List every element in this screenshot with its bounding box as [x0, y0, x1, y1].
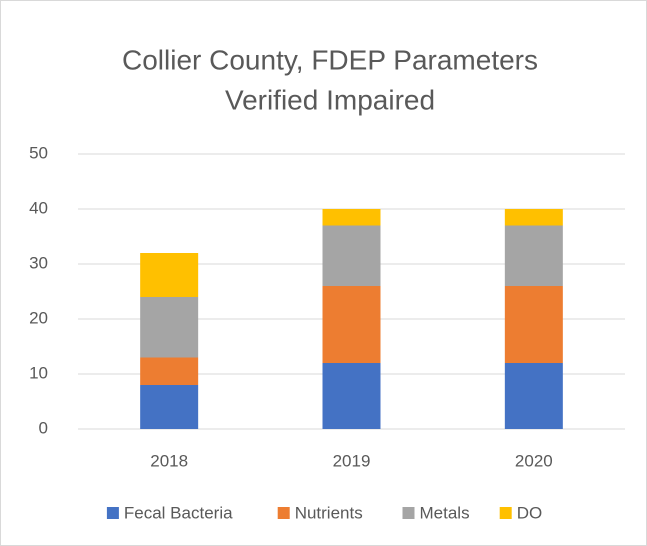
bar-segment — [140, 253, 199, 297]
y-tick-label: 0 — [39, 418, 48, 437]
y-tick-label: 40 — [29, 198, 48, 217]
x-tick-label: 2018 — [150, 451, 188, 470]
legend-swatch — [106, 507, 119, 519]
chart-title: Collier County, FDEP Parameters — [122, 44, 538, 75]
bar-segment — [504, 225, 563, 286]
bar-segment — [322, 286, 381, 363]
bar-segment — [140, 357, 199, 385]
x-tick-label: 2020 — [515, 451, 553, 470]
bar-segment — [322, 363, 381, 429]
y-tick-label: 30 — [29, 253, 48, 272]
bar-segment — [140, 297, 199, 358]
legend-label: Metals — [420, 503, 470, 522]
chart-title: Verified Impaired — [225, 84, 435, 115]
x-tick-label: 2019 — [333, 451, 371, 470]
y-tick-label: 20 — [29, 308, 48, 327]
legend-swatch — [277, 507, 290, 519]
bar-segment — [140, 385, 199, 429]
legend-label: DO — [517, 503, 543, 522]
y-tick-label: 10 — [29, 363, 48, 382]
legend-label: Nutrients — [295, 503, 363, 522]
legend-label: Fecal Bacteria — [124, 503, 233, 522]
legend-swatch — [402, 507, 415, 519]
bar-segment — [504, 286, 563, 363]
bar-segment — [504, 363, 563, 429]
y-tick-label: 50 — [29, 143, 48, 162]
bar-segment — [322, 225, 381, 286]
legend-swatch — [499, 507, 512, 519]
bar-segment — [504, 209, 563, 226]
bar-segment — [322, 209, 381, 226]
